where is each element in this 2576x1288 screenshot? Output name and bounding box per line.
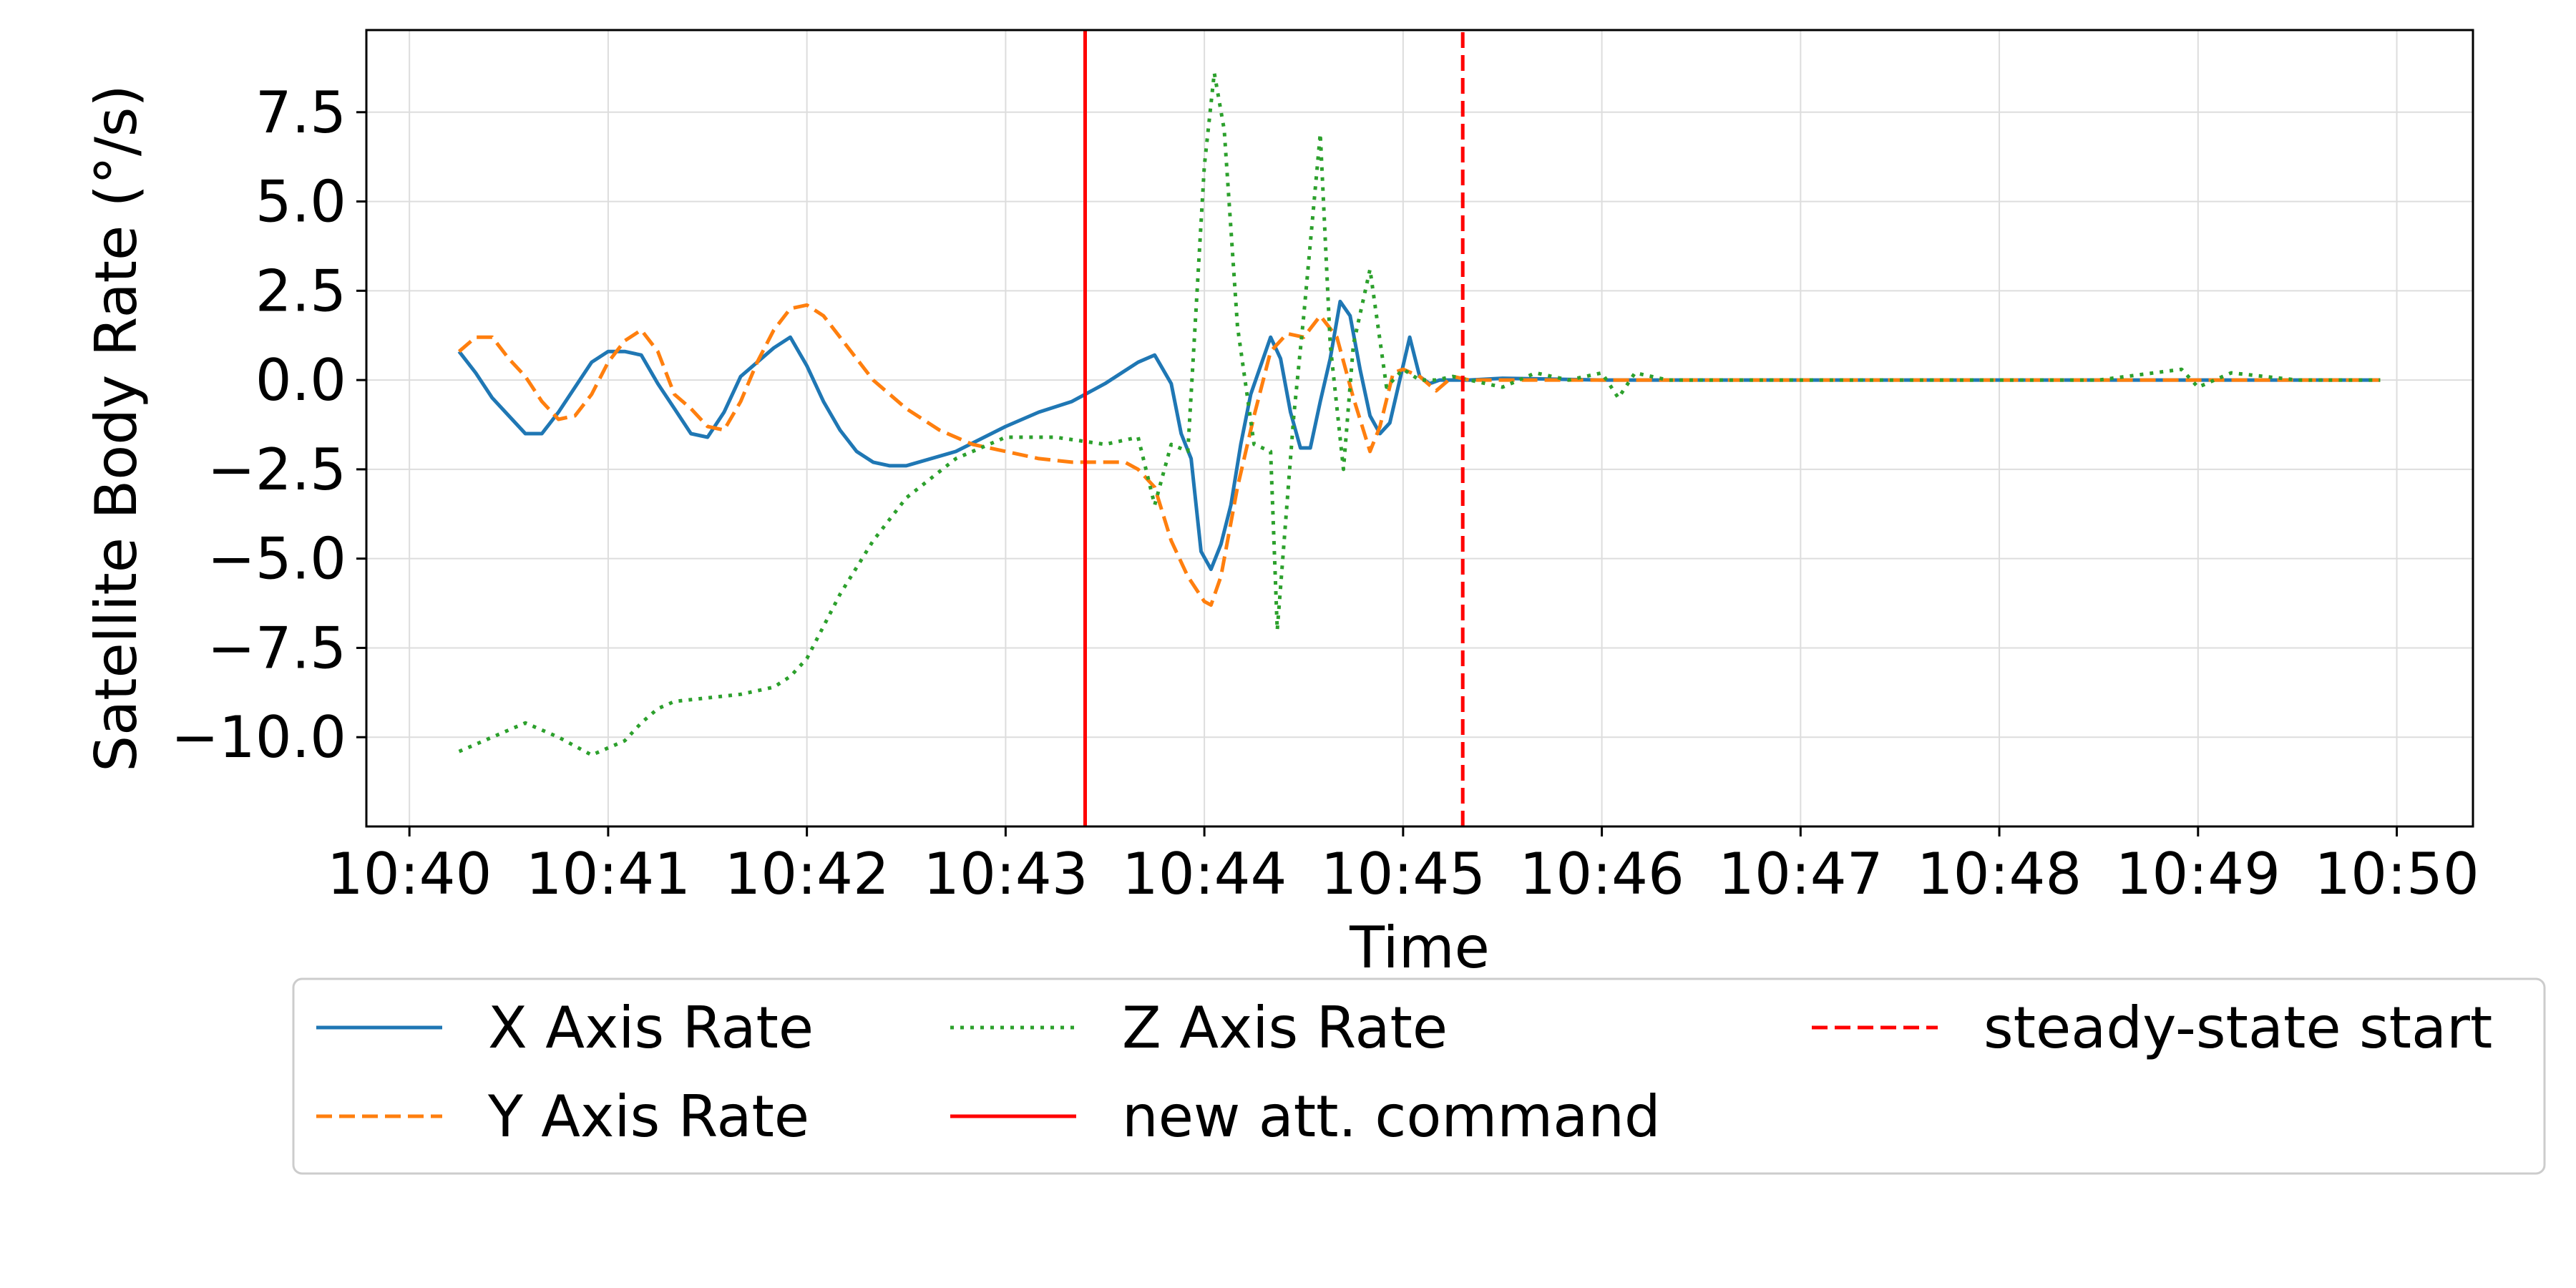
x-tick-label: 10:47: [1718, 841, 1883, 907]
y-tick-label: 0.0: [255, 347, 346, 414]
legend-label-z-axis-rate: Z Axis Rate: [1122, 995, 1448, 1061]
x-axis: 10:40 10:41 10:42 10:43 10:44 10:45 10:46 10:47…: [327, 826, 2479, 907]
y-axis-label: Satellite Body Rate (°/s): [83, 84, 150, 771]
series-z-axis-rate: [458, 71, 2381, 757]
legend-label-y-axis-rate: Y Axis Rate: [487, 1083, 809, 1150]
legend: X Axis Rate Y Axis Rate Z Axis Rate new att…: [292, 977, 2546, 1175]
x-tick-label: 10:45: [1321, 841, 1486, 907]
x-tick-label: 10:49: [2116, 841, 2281, 907]
series-layer: [457, 30, 2381, 826]
y-tick-label: −10.0: [171, 704, 346, 771]
x-tick-label: 10:41: [526, 841, 691, 907]
y-tick-label: −2.5: [208, 436, 346, 503]
y-axis: −10.0 −7.5 −5.0 −2.5 0.0 2.5 5.0 7.5: [171, 79, 366, 771]
y-tick-label: 2.5: [255, 258, 346, 324]
x-tick-label: 10:50: [2314, 841, 2479, 907]
y-tick-label: −7.5: [208, 615, 346, 681]
legend-label-steady-state-start: steady-state start: [1984, 995, 2492, 1061]
y-tick-label: 7.5: [255, 79, 346, 146]
legend-box: [292, 977, 2546, 1175]
x-tick-label: 10:48: [1917, 841, 2082, 907]
plot-frame: [365, 29, 2474, 828]
legend-label-new-att-command: new att. command: [1122, 1083, 1661, 1150]
x-axis-label: Time: [1349, 914, 1490, 981]
legend-label-x-axis-rate: X Axis Rate: [488, 995, 814, 1061]
x-tick-label: 10:42: [724, 841, 889, 907]
y-tick-label: 5.0: [255, 169, 346, 235]
x-tick-label: 10:46: [1519, 841, 1684, 907]
y-tick-label: −5.0: [208, 526, 346, 592]
x-tick-label: 10:40: [327, 841, 492, 907]
x-tick-label: 10:44: [1122, 841, 1287, 907]
x-tick-label: 10:43: [923, 841, 1088, 907]
grid: [366, 30, 2473, 826]
